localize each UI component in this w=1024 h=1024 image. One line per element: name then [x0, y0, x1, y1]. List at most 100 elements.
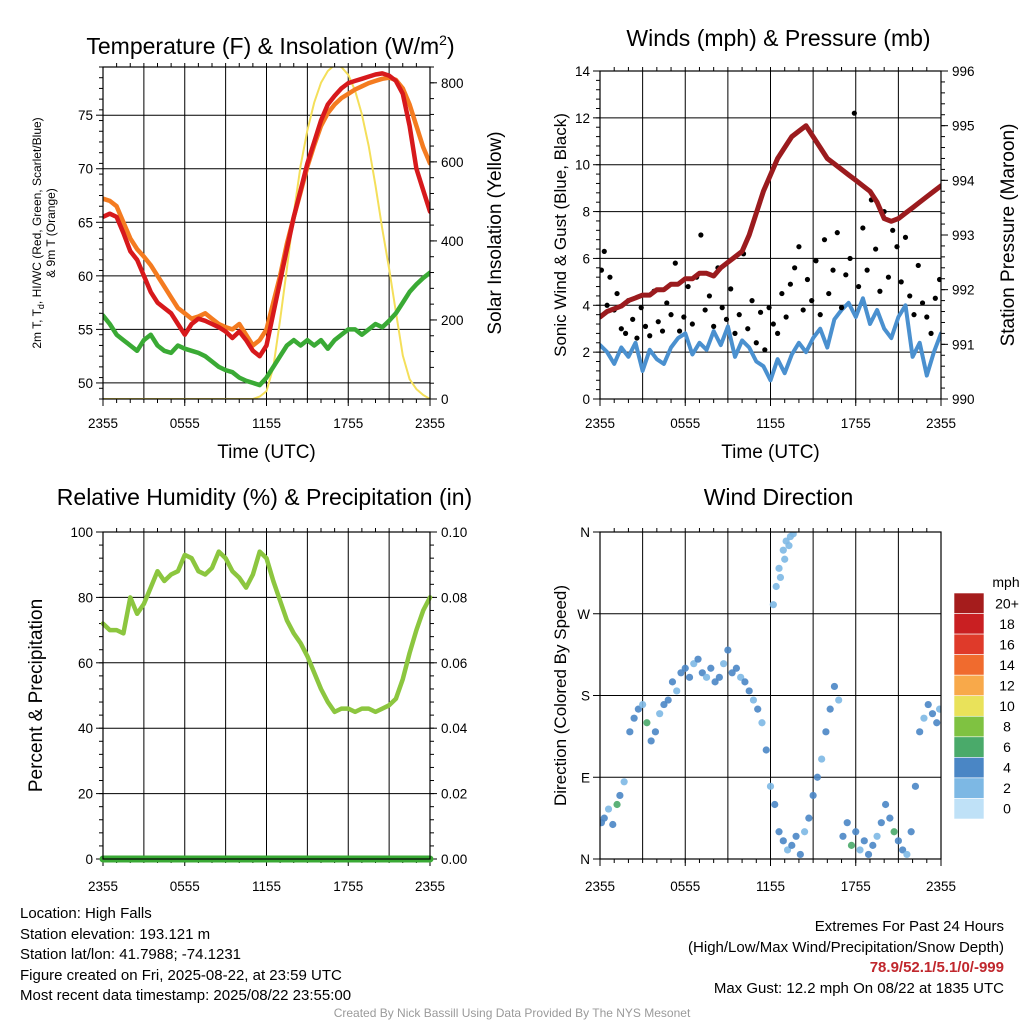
y2-tick-label: 995 [952, 119, 975, 134]
gust-point [792, 265, 798, 271]
created-text: Figure created on Fri, 2025-08-22, at 23… [20, 966, 342, 984]
direction-point [796, 850, 804, 859]
plot-border [102, 66, 431, 400]
gust-point [775, 330, 781, 336]
gust-point [698, 232, 704, 238]
direction-point [762, 746, 770, 754]
colorbar-label: 2 [1003, 780, 1011, 796]
gust-point [907, 293, 913, 299]
direction-point [830, 682, 839, 691]
direction-point [715, 673, 723, 681]
gust-point [911, 312, 917, 318]
gust-point [783, 314, 789, 320]
y-tick-label: 10 [575, 158, 590, 173]
chart-title: Temperature (F) & Insolation (W/m2) [86, 32, 454, 59]
y2-tick-label: 0.00 [441, 852, 467, 867]
y-tick-label: 70 [78, 162, 93, 177]
y-tick-label: 6 [582, 251, 590, 266]
x-axis-label: Time (UTC) [721, 442, 820, 463]
direction-point [634, 705, 642, 713]
direction-point [818, 755, 826, 763]
direction-point [809, 791, 817, 800]
x-tick-label: 2355 [926, 879, 956, 894]
y-tick-label: 8 [582, 205, 590, 220]
gust-point [796, 244, 802, 250]
colorbar-label: 20+ [995, 595, 1019, 611]
direction-point [758, 719, 766, 727]
series-line-3 [103, 270, 430, 388]
colorbar-swatch [953, 654, 985, 676]
x-tick-label: 1755 [333, 416, 363, 431]
y-tick-label: 20 [78, 787, 93, 802]
y-axis-label: 2m T, Td, HI/WC (Red, Green, Scarlet/Blu… [30, 117, 58, 348]
colorbar-label: 16 [999, 636, 1015, 652]
y-tick-label: 0 [85, 852, 93, 867]
direction-point [856, 846, 864, 854]
direction-point [609, 820, 617, 829]
gust-point [885, 274, 892, 280]
y2-tick-label: 0.04 [441, 721, 468, 736]
direction-point [801, 828, 809, 836]
gust-point [915, 262, 921, 269]
direction-point [732, 664, 741, 672]
colorbar-swatch [953, 633, 985, 655]
x-tick-label: 0555 [670, 879, 700, 894]
plot-border [102, 531, 431, 860]
direction-point [698, 669, 706, 677]
y-tick-label: 2 [582, 345, 590, 360]
series-line-2 [103, 71, 430, 359]
direction-point [776, 573, 785, 582]
colorbar-label: 18 [999, 616, 1015, 632]
gust-point [600, 267, 605, 273]
y2-tick-label: 990 [952, 392, 975, 407]
gust-point [753, 340, 759, 346]
direction-point [673, 687, 681, 695]
chart-panel-4: N E S W N 2355 0555 1155 1755 2355 Wind Direction D… [551, 484, 956, 894]
y2-tick-label: 991 [952, 337, 975, 352]
chart-panel-3: 0 20 40 60 80 100 0.00 0.02 0.04 0.06 0.08 0.10 2355… [26, 484, 472, 894]
direction-point [813, 773, 821, 781]
series-group [103, 67, 430, 399]
direction-point [822, 728, 830, 736]
gust-point [830, 267, 836, 273]
direction-point [741, 678, 749, 686]
series-group [600, 532, 941, 859]
gust-point [719, 305, 725, 311]
direction-point [749, 696, 758, 704]
gust-point [634, 335, 640, 341]
colorbar-swatch [953, 798, 985, 820]
direction-point [626, 728, 634, 736]
x-tick-label: 2355 [585, 879, 615, 894]
y-tick-label: E [581, 770, 590, 785]
direction-point [664, 696, 672, 704]
gust-point [723, 316, 730, 322]
x-tick-label: 2355 [88, 879, 118, 894]
x-tick-label: 1755 [841, 416, 871, 431]
latlon-text: Station lat/lon: 41.7988; -74.1231 [20, 946, 242, 963]
y-tick-label: 100 [70, 525, 93, 540]
gust-point [618, 326, 624, 332]
direction-point [781, 555, 789, 563]
x-tick-label: 0555 [170, 416, 200, 431]
y-tick-label: S [581, 689, 590, 704]
y2-tick-label: 0 [441, 392, 449, 407]
y-tick-label: 60 [78, 656, 93, 671]
gust-point [838, 305, 845, 311]
gust-point [800, 307, 806, 313]
direction-point [745, 687, 753, 695]
chart-title: Relative Humidity (%) & Precipitation (i… [57, 484, 472, 510]
gust-point [826, 290, 832, 297]
direction-point [894, 837, 902, 845]
y-tick-label: N [580, 852, 590, 867]
gust-point [672, 260, 678, 266]
colorbar-label: 0 [1003, 801, 1011, 817]
direction-point [766, 782, 775, 790]
gust-point [779, 290, 785, 297]
direction-point [779, 546, 787, 554]
gust-point [809, 298, 815, 304]
direction-point [783, 846, 792, 854]
x-tick-label: 2355 [88, 416, 118, 431]
colorbar-swatch [953, 592, 985, 614]
direction-point [772, 582, 780, 591]
